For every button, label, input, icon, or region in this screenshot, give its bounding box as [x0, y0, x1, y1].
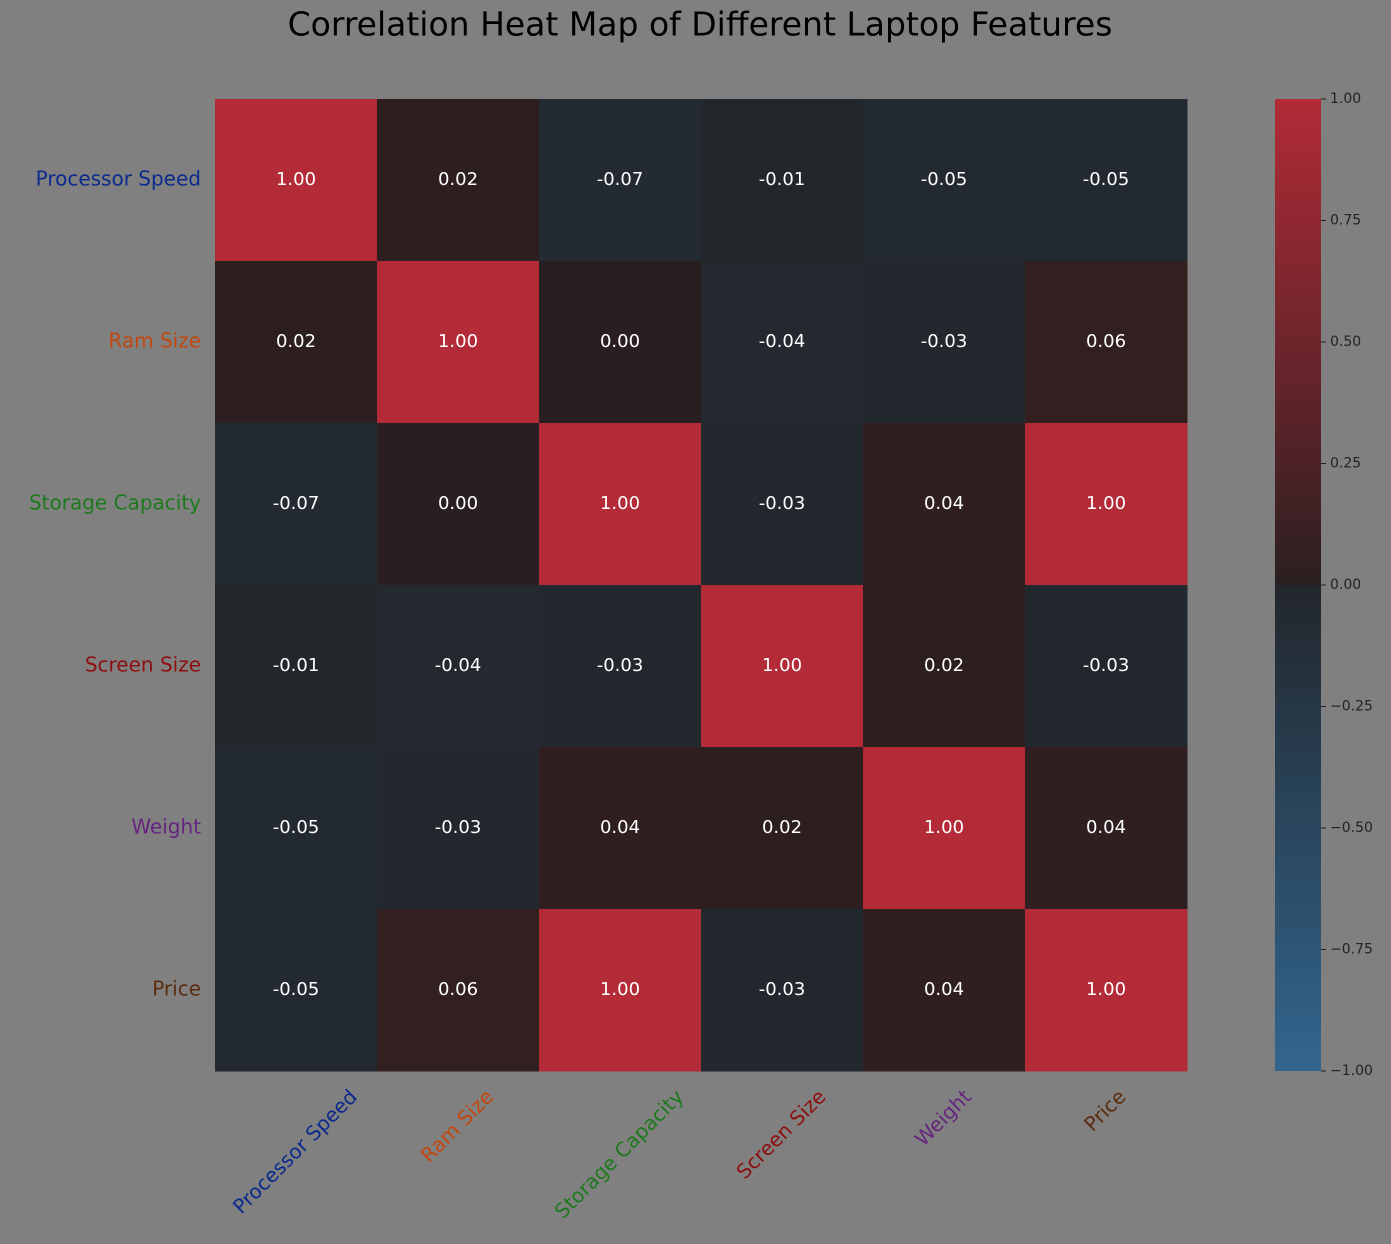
heatmap-cell [215, 585, 378, 748]
x-tick-label: Storage Capacity [550, 1084, 689, 1223]
heatmap-cell [863, 423, 1026, 586]
colorbar-tick-label: 0.50 [1330, 334, 1361, 350]
heatmap-cell [539, 909, 702, 1072]
cell-label: -0.03 [597, 655, 644, 676]
heatmap-cell [701, 585, 864, 748]
colorbar-tick-label: −0.50 [1330, 820, 1373, 836]
heatmap-cell [1025, 909, 1188, 1072]
cell-label: -0.07 [597, 169, 644, 190]
cell-label: 0.02 [924, 655, 964, 676]
y-tick-label: Storage Capacity [29, 491, 201, 515]
cell-label: 1.00 [276, 169, 316, 190]
cell-label: -0.03 [435, 817, 482, 838]
heatmap-cell [1025, 261, 1188, 424]
colorbar-tick-label: −0.25 [1330, 699, 1373, 715]
heatmap-cell [539, 423, 702, 586]
heatmap-cell [1025, 747, 1188, 910]
cell-label: -0.04 [759, 331, 806, 352]
cell-label: -0.05 [921, 169, 968, 190]
heatmap-cell [215, 909, 378, 1072]
cell-label: -0.03 [759, 493, 806, 514]
y-tick-label: Screen Size [85, 653, 201, 677]
cell-label: 1.00 [924, 817, 964, 838]
heatmap-cell [539, 747, 702, 910]
x-tick-label: Weight [910, 1084, 976, 1150]
cell-label: 0.02 [276, 331, 316, 352]
heatmap-cell [215, 99, 378, 262]
cell-label: -0.01 [759, 169, 806, 190]
cell-label: -0.05 [1083, 169, 1130, 190]
cell-label: 1.00 [600, 979, 640, 1000]
heatmap-cell [1025, 99, 1188, 262]
heatmap-cell [863, 747, 1026, 910]
heatmap-cell [377, 585, 540, 748]
y-tick-label: Processor Speed [36, 167, 201, 191]
y-tick-label: Ram Size [108, 329, 201, 353]
cell-label: -0.01 [273, 655, 320, 676]
cell-label: 0.06 [1086, 331, 1126, 352]
cell-label: 1.00 [1086, 493, 1126, 514]
cell-label: 0.02 [438, 169, 478, 190]
heatmap-cell [701, 99, 864, 262]
x-tick-label: Ram Size [416, 1085, 498, 1167]
heatmap-cell [215, 423, 378, 586]
cell-label: 0.00 [600, 331, 640, 352]
heatmap-cell [863, 585, 1026, 748]
heatmap-cell [539, 261, 702, 424]
cell-label: 1.00 [762, 655, 802, 676]
colorbar-tick-label: 1.00 [1330, 91, 1361, 107]
y-tick-label: Price [152, 977, 201, 1001]
heatmap-cell [701, 909, 864, 1072]
heatmap-cell [863, 99, 1026, 262]
heatmap-cell [1025, 585, 1188, 748]
colorbar-tick-label: 0.00 [1330, 577, 1361, 593]
cell-label: -0.05 [273, 817, 320, 838]
x-tick-label: Screen Size [731, 1085, 830, 1184]
cell-label: 0.04 [924, 979, 964, 1000]
cell-label: -0.03 [921, 331, 968, 352]
heatmap-cell [377, 909, 540, 1072]
chart-title: Correlation Heat Map of Different Laptop… [288, 5, 1113, 44]
heatmap-cell [377, 423, 540, 586]
heatmap-cell [215, 261, 378, 424]
heatmap-cell [863, 909, 1026, 1072]
colorbar-tick-label: 0.75 [1330, 213, 1361, 229]
cell-label: 0.04 [1086, 817, 1126, 838]
heatmap-cell [701, 747, 864, 910]
colorbar-tick-label: −1.00 [1330, 1063, 1373, 1079]
colorbar [1275, 99, 1321, 1071]
heatmap-cell [1025, 423, 1188, 586]
cell-label: -0.07 [273, 493, 320, 514]
x-tick-label: Processor Speed [228, 1085, 362, 1219]
cell-label: 0.00 [438, 493, 478, 514]
heatmap-cell [701, 423, 864, 586]
heatmap-cell [377, 747, 540, 910]
heatmap-cell [377, 99, 540, 262]
cell-label: -0.04 [435, 655, 482, 676]
cell-label: -0.05 [273, 979, 320, 1000]
heatmap-cell [701, 261, 864, 424]
x-tick-label: Price [1079, 1085, 1130, 1136]
y-tick-label: Weight [131, 815, 201, 839]
cell-label: 0.02 [762, 817, 802, 838]
cell-label: -0.03 [759, 979, 806, 1000]
cell-label: 0.06 [438, 979, 478, 1000]
cell-label: 1.00 [438, 331, 478, 352]
cell-label: 0.04 [600, 817, 640, 838]
heatmap-cell [863, 261, 1026, 424]
heatmap-cell [539, 585, 702, 748]
cell-label: 0.04 [924, 493, 964, 514]
colorbar-tick-label: 0.25 [1330, 456, 1361, 472]
heatmap-cell [377, 261, 540, 424]
heatmap-cell [215, 747, 378, 910]
cell-label: 1.00 [1086, 979, 1126, 1000]
colorbar-tick-label: −0.75 [1330, 942, 1373, 958]
cell-label: 1.00 [600, 493, 640, 514]
cell-label: -0.03 [1083, 655, 1130, 676]
heatmap-cell [539, 99, 702, 262]
